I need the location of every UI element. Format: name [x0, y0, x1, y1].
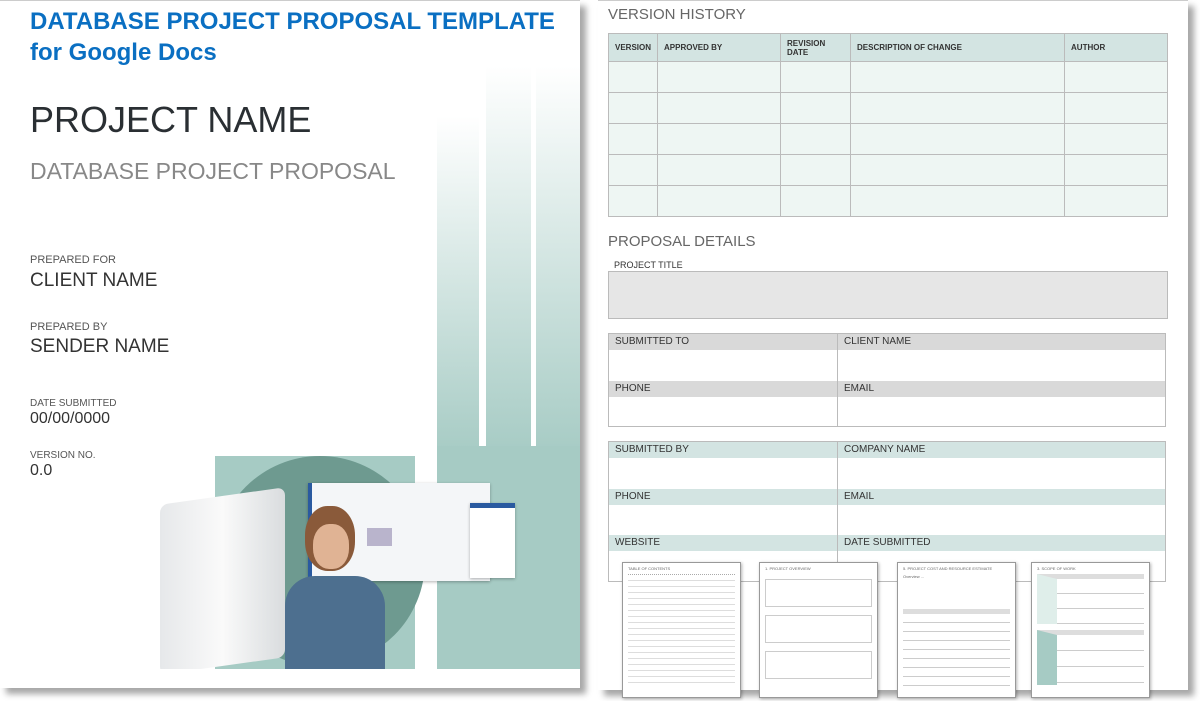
col-revision-date: REVISION DATE [780, 33, 852, 62]
version-history-cell[interactable] [657, 92, 782, 124]
date-submitted-label: DATE SUBMITTED [838, 535, 1165, 551]
proposal-details-title: PROPOSAL DETAILS [608, 233, 756, 250]
prepared-by-label: PREPARED BY [30, 321, 108, 333]
version-history-cell[interactable] [850, 154, 1066, 186]
thumbnail-title: TABLE OF CONTENTS [628, 566, 671, 571]
thumbnail-project-overview[interactable]: 1. PROJECT OVERVIEW [759, 562, 878, 698]
page-bottom [0, 669, 580, 688]
template-subtitle: for Google Docs [30, 39, 217, 66]
thumbnail-title: 5. PROJECT COST AND RESOURCE ESTIMATE [903, 566, 993, 571]
thumbnail-table-of-contents[interactable]: TABLE OF CONTENTS [622, 562, 741, 698]
version-number: 0.0 [30, 462, 53, 479]
version-history-cell[interactable] [657, 123, 782, 155]
version-history-cell[interactable] [657, 185, 782, 217]
version-history-title: VERSION HISTORY [608, 6, 746, 23]
cover-page: DATABASE PROJECT PROPOSAL TEMPLATE for G… [0, 0, 580, 688]
cover-subtitle: DATABASE PROJECT PROPOSAL [30, 158, 396, 184]
submitted-by-table: SUBMITTED BY COMPANY NAME PHONE EMAIL WE… [608, 441, 1166, 582]
submitted-to-field[interactable] [609, 350, 838, 381]
phone-label: PHONE [609, 489, 838, 505]
version-history-cell[interactable] [780, 92, 852, 124]
version-history-cell[interactable] [1064, 154, 1168, 186]
sender-name: SENDER NAME [30, 336, 170, 357]
submitted-by-label: SUBMITTED BY [609, 442, 838, 458]
thumbnail-scope-of-work[interactable]: 3. SCOPE OF WORK [1031, 562, 1150, 698]
client-name: CLIENT NAME [30, 270, 158, 291]
phone-field[interactable] [609, 397, 838, 427]
phone-field[interactable] [609, 505, 838, 535]
version-history-cell[interactable] [850, 123, 1066, 155]
project-name: PROJECT NAME [30, 99, 312, 140]
version-history-cell[interactable] [1064, 61, 1168, 93]
template-title: DATABASE PROJECT PROPOSAL TEMPLATE [30, 8, 555, 35]
version-history-cell[interactable] [850, 61, 1066, 93]
version-history-cell[interactable] [607, 154, 659, 186]
version-history-cell[interactable] [780, 61, 852, 93]
thumbnail-title: 3. SCOPE OF WORK [1037, 566, 1076, 571]
date-submitted: 00/00/0000 [30, 410, 111, 427]
version-history-cell[interactable] [607, 61, 659, 93]
col-author: AUTHOR [1064, 33, 1168, 62]
date-submitted-label: DATE SUBMITTED [30, 398, 117, 409]
version-history-cell[interactable] [657, 61, 782, 93]
prepared-for-label: PREPARED FOR [30, 254, 116, 266]
website-label: WEBSITE [609, 535, 838, 551]
version-history-row [607, 185, 1168, 217]
version-history-cell[interactable] [607, 185, 659, 217]
submitted-to-table: SUBMITTED TO CLIENT NAME PHONE EMAIL [608, 333, 1166, 427]
phone-label: PHONE [609, 381, 838, 397]
col-approved-by: APPROVED BY [657, 33, 782, 62]
version-history-cell[interactable] [780, 123, 852, 155]
version-history-cell[interactable] [607, 92, 659, 124]
version-history-cell[interactable] [607, 123, 659, 155]
client-name-label: CLIENT NAME [838, 334, 1165, 350]
version-history-cell[interactable] [657, 154, 782, 186]
version-label: VERSION NO. [30, 450, 96, 461]
thumbnail-title: 1. PROJECT OVERVIEW [765, 566, 811, 571]
email-label: EMAIL [838, 489, 1165, 505]
col-description: DESCRIPTION OF CHANGE [850, 33, 1066, 62]
version-history-cell[interactable] [780, 185, 852, 217]
thumbnail-cost-estimate[interactable]: 5. PROJECT COST AND RESOURCE ESTIMATE Ov… [897, 562, 1016, 698]
col-version: VERSION [607, 33, 659, 62]
submitted-by-field[interactable] [609, 458, 838, 489]
version-history-cell[interactable] [1064, 123, 1168, 155]
version-history-row [607, 154, 1168, 186]
thumbnail-overview: Overview ... [903, 574, 925, 579]
version-history-cell[interactable] [1064, 92, 1168, 124]
decor-bar [437, 116, 479, 456]
version-history-row [607, 61, 1168, 93]
version-history-cell[interactable] [1064, 185, 1168, 217]
version-history-cell[interactable] [850, 185, 1066, 217]
computer-monitor-image [160, 487, 285, 675]
person-image [285, 506, 390, 681]
project-title-label: PROJECT TITLE [614, 260, 683, 270]
version-history-cell[interactable] [780, 154, 852, 186]
version-history-row [607, 123, 1168, 155]
decor-bar [486, 66, 531, 456]
dashboard-panel-image [470, 503, 515, 578]
email-label: EMAIL [838, 381, 1165, 397]
project-title-field[interactable] [608, 271, 1168, 319]
version-history-table: VERSION APPROVED BY REVISION DATE DESCRI… [607, 33, 1168, 217]
version-history-cell[interactable] [850, 92, 1066, 124]
version-history-row [607, 92, 1168, 124]
company-name-label: COMPANY NAME [838, 442, 1165, 458]
submitted-to-label: SUBMITTED TO [609, 334, 838, 350]
decor-bar [536, 66, 580, 456]
